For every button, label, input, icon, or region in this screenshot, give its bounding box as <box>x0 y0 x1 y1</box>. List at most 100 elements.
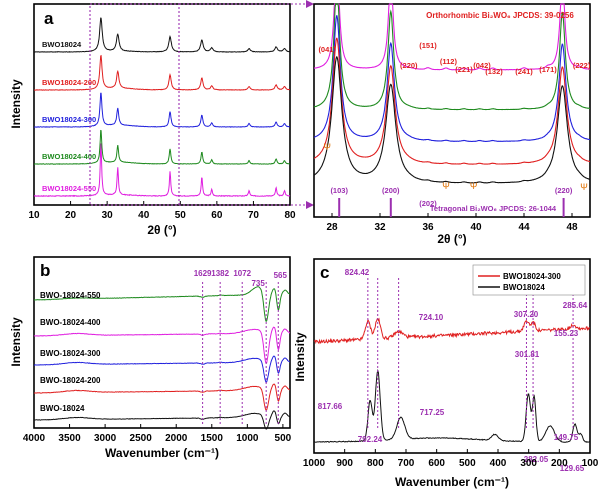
zoom-arrow-icon <box>306 0 314 8</box>
x-tick-label: 20 <box>65 210 77 221</box>
x-tick-label: 36 <box>422 222 434 233</box>
series-label: BWO-18024-550 <box>40 291 101 300</box>
x-tick-label: 500 <box>275 433 292 444</box>
series-label: BWO18024 <box>42 40 82 49</box>
orthorhombic-label: (112) <box>440 57 458 66</box>
x-tick-label: 200 <box>551 458 568 469</box>
orthorhombic-label: (151) <box>419 41 437 50</box>
panel-a-plot <box>33 17 291 198</box>
peak-label: 735 <box>251 279 265 288</box>
peak-label: 565 <box>274 271 288 280</box>
series-label: BWO18024-400 <box>42 152 96 161</box>
peak-label: 817.66 <box>318 402 343 411</box>
x-tick-label: 600 <box>428 458 445 469</box>
peak-label: 301.81 <box>515 350 540 359</box>
zoom-selection-box <box>89 3 180 206</box>
orthorhombic-label: (041) <box>318 45 336 54</box>
x-tick-label: 48 <box>566 222 578 233</box>
panel-a-zoom-title-top: Orthorhombic Bi₂WO₆ JPCDS: 39-0256 <box>426 11 574 20</box>
panel-a-zoom-title-bottom: Tetragonal Bi₂WO₆ JPCDS: 26-1044 <box>430 204 557 213</box>
panel-a-series-labels: BWO18024-550 BWO18024-400 BWO18024-300 BWO1… <box>42 40 96 193</box>
ftir-series-line <box>33 383 291 411</box>
peak-label: 1072 <box>233 269 251 278</box>
panel-a-zoom-annotations: (041) (220) (151)(112)(221) (042)(132) (241)… <box>318 41 591 217</box>
ftir-series-line <box>33 410 291 430</box>
peak-label: 792.24 <box>358 435 383 444</box>
x-tick-label: 40 <box>138 210 150 221</box>
peak-label: 1382 <box>211 269 229 278</box>
panel-a-zoom-xlabel: 2θ (°) <box>437 232 466 246</box>
peak-label: 285.64 <box>563 301 588 310</box>
psi-mark: Ψ <box>580 182 588 192</box>
panel-a-ticks: 10 20 30 40 50 60 70 80 <box>28 201 296 221</box>
legend-label: BWO18024-300 <box>503 272 561 281</box>
x-tick-label: 700 <box>398 458 415 469</box>
panel-c: 824.42 724.10 307.20 285.64 155.23 817.66 717.… <box>293 258 599 489</box>
orthorhombic-label: (042) <box>473 61 491 70</box>
panel-c-xlabel: Wavenumber (cm⁻¹) <box>395 475 509 489</box>
psi-mark: Ψ <box>470 181 478 191</box>
x-tick-label: 800 <box>367 458 384 469</box>
xrd-series-line <box>33 92 290 128</box>
panel-c-frame <box>313 258 591 454</box>
x-tick-label: 32 <box>374 222 386 233</box>
x-tick-label: 900 <box>336 458 353 469</box>
x-tick-label: 100 <box>582 458 599 469</box>
panel-c-legend: BWO18024-300 BWO18024 <box>472 264 586 296</box>
tetragonal-label: (200) <box>382 186 400 195</box>
x-tick-label: 1000 <box>303 458 326 469</box>
x-tick-label: 500 <box>459 458 476 469</box>
series-label: BWO-18024-200 <box>40 376 101 385</box>
panel-c-annotations: 824.42 724.10 307.20 285.64 155.23 817.66 717.… <box>318 268 588 473</box>
orthorhombic-label: (171) <box>539 65 557 74</box>
panel-a-zoom: (041) (220) (151)(112)(221) (042)(132) (241)… <box>313 3 591 246</box>
raman-series-line <box>313 368 591 443</box>
peak-label: 129.65 <box>560 464 585 473</box>
series-label: BWO18024-200 <box>42 78 96 87</box>
xrd-series-line <box>34 17 291 53</box>
series-label: BWO-18024 <box>40 404 85 413</box>
series-label: BWO18024-550 <box>42 184 96 193</box>
xrd-series-line <box>34 129 290 165</box>
x-tick-label: 1000 <box>236 433 259 444</box>
x-tick-label: 3500 <box>58 433 81 444</box>
x-tick-label: 44 <box>518 222 530 233</box>
panel-b-series-labels: BWO-18024-550 BWO-18024-400 BWO-18024-300 B… <box>40 291 101 413</box>
x-tick-label: 60 <box>211 210 223 221</box>
panel-a-frame <box>33 3 291 206</box>
x-tick-label: 2000 <box>165 433 188 444</box>
xrd-zoom-series-line <box>314 3 590 71</box>
panel-c-ylabel: Intensity <box>293 332 307 382</box>
zoom-guide <box>90 0 314 209</box>
ftir-series-line <box>33 326 291 364</box>
peak-label: 824.42 <box>345 268 370 277</box>
panel-a-zoom-ticks: 28 32 36 40 44 48 <box>326 213 578 233</box>
peak-label: 1629 <box>194 269 212 278</box>
psi-mark: Ψ <box>323 142 331 152</box>
tetragonal-label: (103) <box>330 186 348 195</box>
panel-b-ticks: 4000 3500 3000 2500 2000 1500 1000 500 <box>23 424 292 444</box>
psi-mark: Ψ <box>442 181 450 191</box>
x-tick-label: 30 <box>102 210 114 221</box>
panel-b-plot <box>33 286 291 430</box>
x-tick-label: 1500 <box>201 433 224 444</box>
peak-label: 155.23 <box>554 329 579 338</box>
panel-b-ylabel: Intensity <box>9 317 23 367</box>
tetragonal-label: (202) <box>419 199 437 208</box>
xrd-zoom-series-line <box>313 3 590 111</box>
ftir-series-line <box>33 355 291 384</box>
panel-b-xlabel: Wavenumber (cm⁻¹) <box>105 446 219 460</box>
x-tick-label: 80 <box>284 210 296 221</box>
legend-box <box>472 264 586 296</box>
series-label: BWO18024-300 <box>42 115 96 124</box>
panel-c-ticks: 1000 900 800 700 600 500 400 300 200 100 <box>303 449 599 469</box>
x-tick-label: 2500 <box>130 433 153 444</box>
orthorhombic-label: (221) <box>455 65 473 74</box>
peak-label: 724.10 <box>419 313 444 322</box>
orthorhombic-label: (220) <box>400 61 418 70</box>
x-tick-label: 400 <box>490 458 507 469</box>
panel-a: 10 20 30 40 50 60 70 80 BWO18024-550 BWO18024-40… <box>9 3 296 237</box>
xrd-series-line <box>34 143 291 198</box>
